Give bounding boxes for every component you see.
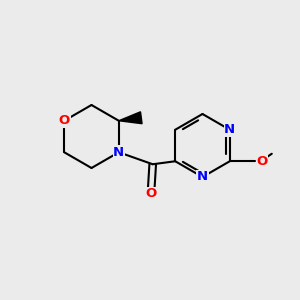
Text: N: N [197, 170, 208, 184]
Text: N: N [113, 146, 124, 159]
Text: N: N [224, 123, 235, 136]
Text: O: O [146, 188, 157, 200]
Text: O: O [58, 114, 70, 127]
Polygon shape [119, 112, 142, 124]
Text: O: O [256, 155, 267, 168]
